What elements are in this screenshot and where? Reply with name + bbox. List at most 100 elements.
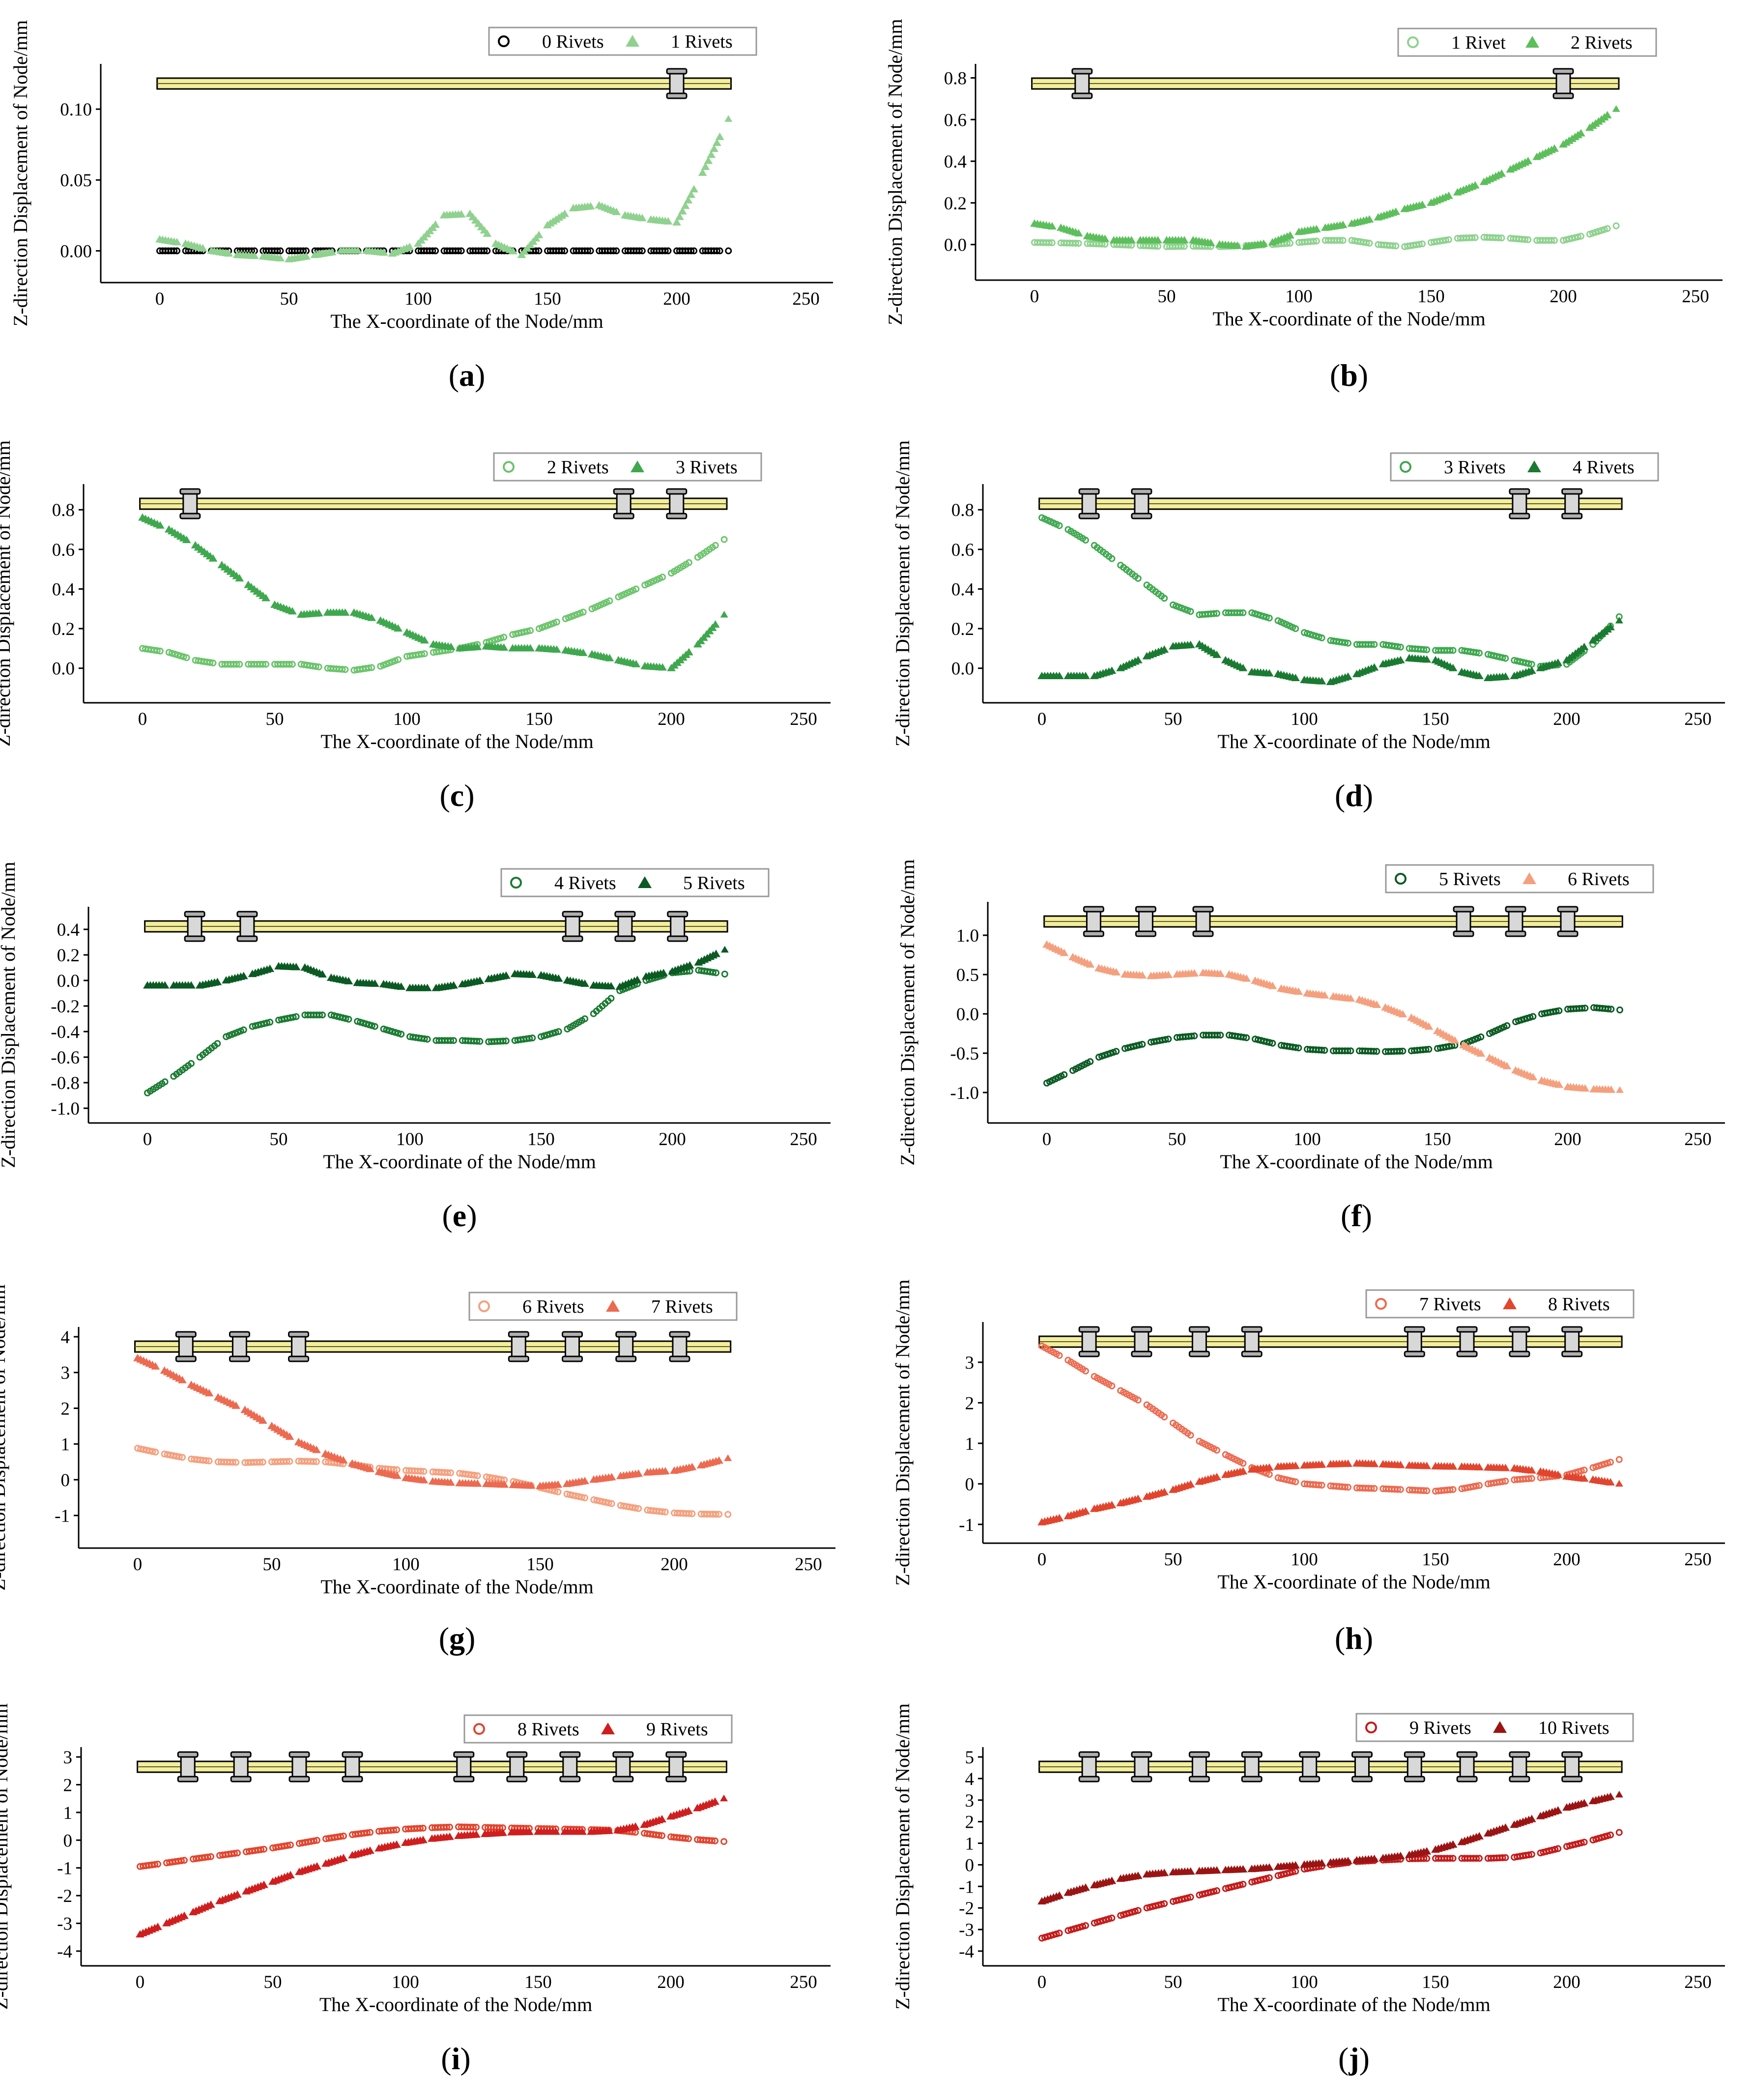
rivet-icon: [1505, 906, 1526, 937]
data-point: [1179, 236, 1189, 244]
data-point: [1363, 239, 1370, 246]
data-point: [1422, 1462, 1432, 1469]
data-point: [366, 1465, 375, 1472]
data-point: [363, 1020, 370, 1028]
data-point: [1187, 1432, 1194, 1439]
data-point: [525, 1827, 534, 1835]
data-point: [274, 247, 281, 255]
data-point: [1555, 1007, 1563, 1014]
x-tick-label: 200: [657, 1972, 685, 1992]
data-point: [1254, 1877, 1262, 1884]
data-point: [1257, 1876, 1264, 1884]
data-point: [423, 983, 432, 991]
series-8-rivets: [1037, 1459, 1623, 1525]
data-point: [540, 1032, 547, 1039]
data-point: [710, 969, 717, 976]
data-point: [563, 1491, 571, 1497]
data-point: [720, 1794, 728, 1802]
data-point: [1345, 1484, 1351, 1491]
data-point: [368, 1022, 375, 1029]
data-point: [596, 1497, 603, 1505]
legend: 6 Rivets 7 Rivets: [468, 1292, 738, 1321]
data-point: [344, 977, 353, 984]
data-point: [1153, 236, 1162, 244]
data-point: [1099, 1917, 1107, 1924]
x-tick-label: 50: [1168, 1129, 1186, 1150]
data-point: [178, 1376, 187, 1383]
data-point: [1338, 221, 1348, 229]
y-tick-label: 0.2: [57, 946, 80, 966]
x-tick-label: 200: [661, 1554, 688, 1575]
data-point: [1606, 623, 1615, 631]
data-point: [688, 247, 695, 255]
legend-marker-triangle: [1503, 1297, 1517, 1309]
x-tick-label: 50: [280, 289, 298, 309]
data-point: [1473, 1855, 1480, 1862]
data-point: [471, 1471, 478, 1479]
data-point: [1162, 1036, 1169, 1043]
data-point: [1070, 1925, 1078, 1932]
data-point: [1266, 1039, 1273, 1046]
y-axis-title: Z-direction Displacement of Node/mm: [0, 440, 14, 747]
y-tick-label: 0.2: [52, 619, 75, 639]
data-point: [1551, 237, 1558, 244]
data-point: [1087, 1058, 1094, 1065]
data-point: [1146, 1903, 1153, 1911]
data-point: [1133, 1871, 1143, 1879]
y-tick-label: 0: [965, 1474, 975, 1495]
y-tick-label: 0.4: [57, 920, 80, 940]
data-point: [555, 1028, 562, 1035]
data-point: [1580, 1474, 1589, 1482]
data-point: [1419, 240, 1426, 248]
data-point: [499, 1037, 507, 1045]
legend-box: [463, 1714, 733, 1744]
y-tick-label: -4: [959, 1942, 974, 1962]
data-point: [266, 1018, 274, 1026]
rivet-icon: [1078, 488, 1100, 519]
series-1-rivets: [155, 115, 733, 262]
rivet-icon: [666, 68, 688, 99]
data-point: [345, 1015, 352, 1023]
data-point: [475, 976, 485, 984]
rivet-icon: [175, 1331, 197, 1362]
data-point: [390, 1826, 397, 1834]
data-point: [587, 247, 594, 255]
data-point: [1274, 1872, 1282, 1879]
legend-entry: 8 Rivets: [517, 1719, 579, 1740]
data-point: [394, 624, 402, 632]
legend-entry: 1 Rivet: [1451, 32, 1506, 53]
data-point: [724, 1511, 732, 1518]
data-point: [1133, 1495, 1143, 1502]
rivet-icon: [669, 1331, 690, 1362]
y-tick-label: 1: [61, 1435, 70, 1455]
data-point: [337, 1833, 344, 1840]
data-point: [1264, 1463, 1274, 1471]
x-tick-label: 50: [264, 1972, 282, 1992]
data-point: [1225, 1884, 1232, 1892]
data-point: [327, 248, 337, 256]
data-point: [1607, 1085, 1616, 1093]
data-point: [1317, 1460, 1326, 1468]
data-point: [607, 1473, 616, 1481]
data-point: [1170, 1898, 1177, 1905]
legend-entry: 4 Rivets: [554, 873, 616, 893]
data-point: [1608, 1006, 1615, 1013]
data-point: [155, 521, 165, 529]
data-point: [1277, 1871, 1285, 1878]
data-point: [1503, 1022, 1511, 1029]
legend-marker-triangle: [1527, 460, 1541, 472]
data-point: [392, 1471, 402, 1479]
series-5-rivets: [143, 946, 729, 991]
y-tick-label: 0.6: [951, 540, 974, 560]
data-point: [380, 1025, 387, 1033]
data-point: [1186, 1480, 1195, 1488]
data-point: [1196, 1891, 1203, 1899]
data-point: [204, 1389, 214, 1397]
data-point: [690, 247, 698, 255]
data-point: [1291, 1462, 1300, 1469]
data-point: [715, 132, 724, 140]
data-point: [1370, 1854, 1379, 1862]
legend: 2 Rivets 3 Rivets: [493, 452, 762, 482]
data-point: [1344, 1047, 1351, 1055]
